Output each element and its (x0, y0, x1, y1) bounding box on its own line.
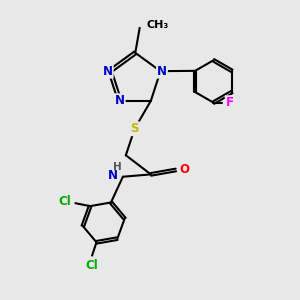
Text: O: O (179, 164, 189, 176)
Text: H: H (113, 162, 122, 172)
Text: N: N (103, 64, 113, 78)
Text: F: F (226, 96, 234, 109)
Text: Cl: Cl (59, 195, 71, 208)
Text: Cl: Cl (86, 260, 98, 272)
Text: N: N (108, 169, 118, 182)
Text: N: N (157, 64, 167, 78)
Text: N: N (115, 94, 125, 107)
Text: S: S (130, 122, 139, 135)
Text: CH₃: CH₃ (146, 20, 168, 30)
